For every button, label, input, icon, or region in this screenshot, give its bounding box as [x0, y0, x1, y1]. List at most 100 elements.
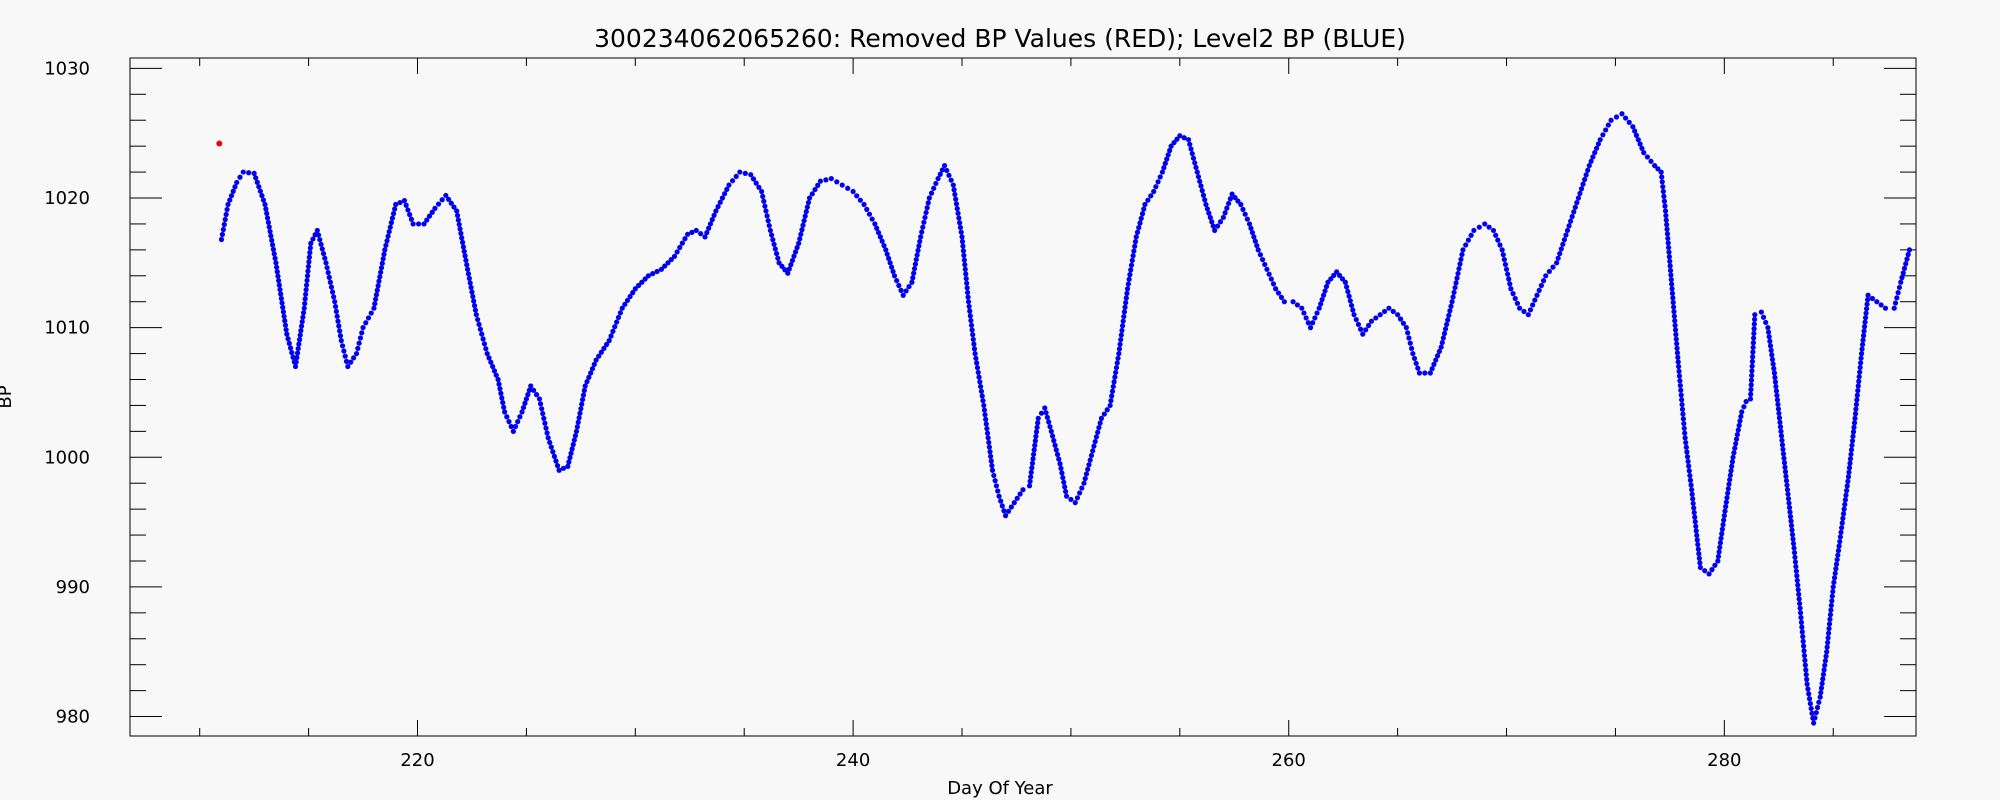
level2-point [477, 326, 483, 332]
level2-point [1600, 132, 1606, 138]
level2-point [1819, 680, 1825, 687]
level2-point [1850, 429, 1857, 435]
level2-point [455, 217, 461, 223]
level2-point [591, 361, 597, 367]
level2-point [1613, 114, 1620, 120]
level2-point [1695, 546, 1701, 552]
level2-point [596, 353, 602, 359]
level2-point [1662, 203, 1668, 209]
level2-point [1690, 500, 1696, 507]
level2-point [1530, 302, 1536, 308]
level2-point [1232, 194, 1238, 201]
level2-point [802, 213, 808, 219]
level2-point [957, 220, 963, 226]
level2-point [528, 383, 534, 389]
level2-point [1229, 191, 1235, 197]
level2-point [329, 289, 336, 295]
level2-point [1832, 570, 1838, 576]
level2-point [1728, 468, 1734, 474]
level2-point [967, 313, 973, 319]
level2-point [775, 255, 781, 261]
level2-point [1046, 419, 1052, 425]
level2-point [393, 201, 399, 208]
level2-point [1751, 326, 1757, 332]
level2-point [1386, 305, 1392, 311]
level2-point [479, 331, 485, 337]
level2-point [327, 279, 333, 285]
level2-point [1676, 368, 1682, 374]
level2-point [1406, 335, 1412, 341]
level2-point [1809, 710, 1815, 716]
level2-point [1622, 115, 1629, 121]
level2-point [325, 269, 331, 276]
level2-point [1254, 242, 1260, 249]
level2-point [1750, 349, 1756, 355]
level2-point [1124, 286, 1131, 292]
level2-point [1109, 388, 1116, 394]
level2-point [1096, 425, 1102, 431]
level2-point [497, 386, 503, 392]
level2-point [1808, 705, 1814, 712]
level2-point [1784, 482, 1790, 488]
level2-point [1446, 312, 1452, 318]
level2-point [472, 307, 479, 313]
level2-point [280, 309, 287, 315]
level2-point [1860, 337, 1866, 343]
level2-point [1661, 193, 1667, 199]
level2-point [1162, 160, 1168, 167]
level2-point [1777, 424, 1784, 430]
level2-point [279, 300, 285, 306]
level2-point [1503, 266, 1510, 272]
level2-point [221, 221, 227, 228]
level2-point [1244, 216, 1250, 222]
level2-point [289, 350, 295, 356]
level2-point [1113, 365, 1120, 371]
level2-point [1732, 445, 1738, 451]
level2-point [986, 439, 992, 446]
level2-point [1769, 352, 1775, 358]
removed-point [216, 140, 223, 147]
level2-point [1088, 452, 1095, 459]
level2-point [1738, 413, 1744, 420]
level2-point [1495, 237, 1501, 243]
level2-point [1035, 420, 1041, 426]
level2-point [1861, 324, 1868, 330]
level2-point [269, 237, 275, 243]
level2-point [293, 359, 299, 365]
level2-point [1268, 276, 1274, 282]
level2-point [800, 222, 806, 228]
level2-point [645, 273, 651, 279]
level2-point [1787, 509, 1793, 515]
level2-point [576, 415, 582, 421]
level2-point [1660, 188, 1666, 195]
level2-point [341, 348, 347, 354]
level2-point [1769, 356, 1776, 363]
level2-point [1185, 137, 1192, 143]
level2-point [1516, 305, 1523, 311]
level2-point [964, 280, 970, 286]
x-tick-label: 240 [836, 750, 870, 771]
level2-point [483, 346, 489, 352]
level2-point [1440, 335, 1446, 341]
level2-point [1590, 154, 1596, 160]
level2-point [1678, 392, 1684, 398]
level2-point [386, 229, 392, 235]
level2-point [470, 293, 476, 300]
level2-point [540, 410, 546, 417]
level2-point [815, 182, 821, 188]
level2-point [761, 198, 767, 204]
level2-point [1476, 224, 1482, 230]
level2-point [253, 175, 259, 181]
level2-point [287, 345, 294, 351]
level2-point [1802, 657, 1808, 663]
level2-point [1859, 341, 1866, 348]
level2-point [1723, 499, 1729, 505]
level2-point [1793, 568, 1799, 574]
level2-point [1159, 169, 1165, 175]
level2-point [573, 428, 580, 434]
level2-point [959, 234, 965, 240]
level2-point [1681, 425, 1687, 431]
level2-point [536, 396, 543, 402]
level2-point [1062, 484, 1068, 490]
level2-point [1238, 201, 1244, 208]
